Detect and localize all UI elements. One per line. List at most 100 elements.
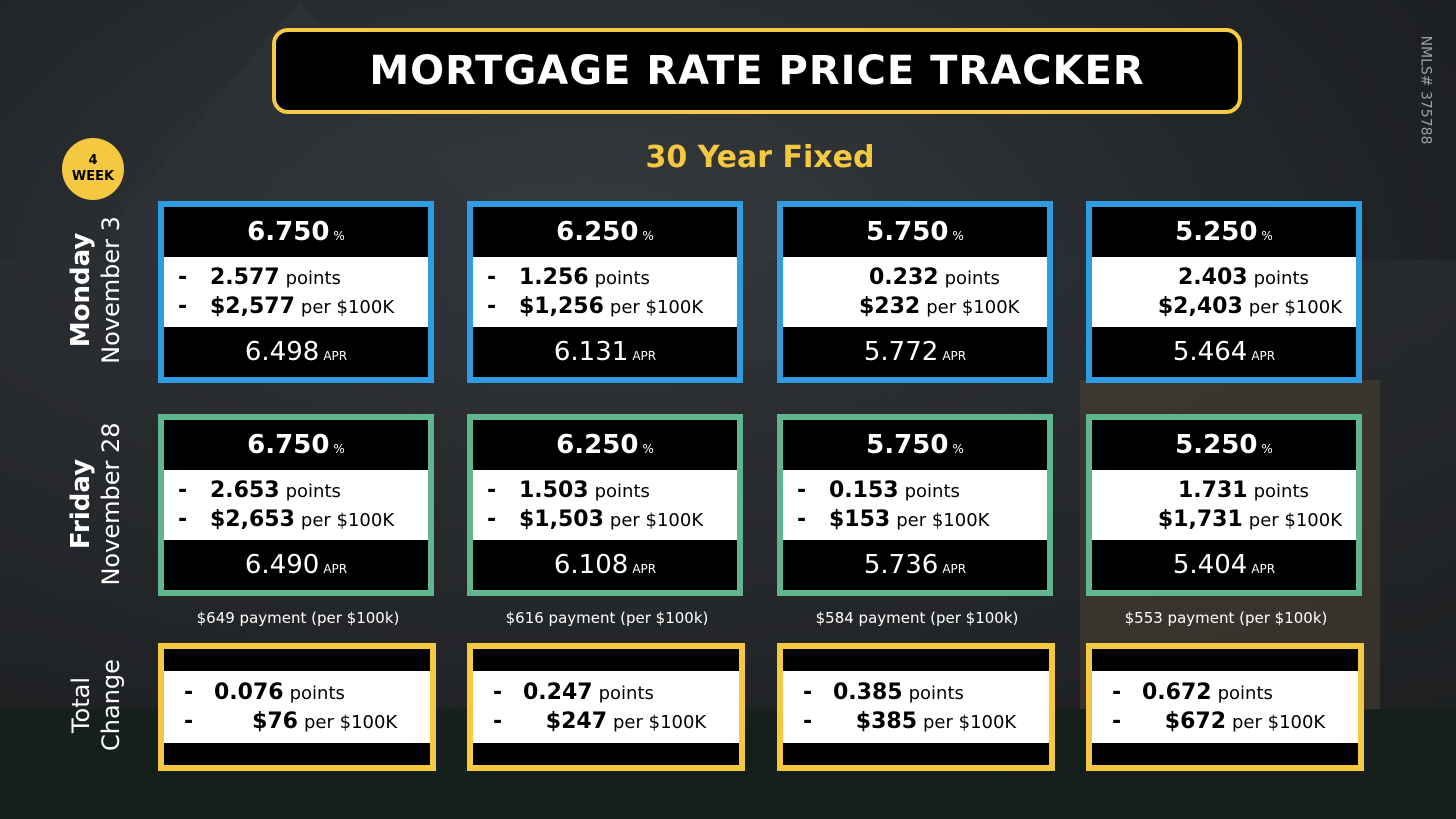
points-value: 0.672	[1142, 680, 1212, 705]
dollars-unit: per $100K	[613, 712, 707, 733]
dollars-value: $232	[859, 294, 921, 319]
dollars-unit: per $100K	[923, 712, 1017, 733]
percent-unit: %	[1261, 442, 1273, 456]
dollars-line: - $1,503 per $100K	[487, 507, 723, 532]
dollars-value: $2,653	[210, 507, 295, 532]
sign: -	[178, 265, 188, 290]
rate-header: 5.750%	[783, 207, 1047, 257]
total-change-panel: -0.076 points - $76 per $100K	[164, 671, 430, 743]
points-panel: -0.153 points - $153 per $100K	[783, 470, 1047, 540]
points-value: 1.503	[519, 478, 589, 503]
apr-value: 5.464	[1172, 337, 1248, 367]
points-value: 1.256	[519, 265, 589, 290]
loan-type-heading: 30 Year Fixed	[645, 140, 875, 175]
row-label-total-line1: Total	[67, 676, 95, 734]
apr-value: 6.490	[244, 550, 320, 580]
points-unit: points	[944, 268, 1000, 289]
sign: -	[1112, 680, 1122, 705]
points-unit: points	[594, 268, 650, 289]
percent-unit: %	[333, 442, 345, 456]
dollars-line: - $672 per $100K	[1112, 709, 1338, 734]
points-value: 2.577	[210, 265, 280, 290]
apr-footer: 6.490 APR	[164, 540, 428, 590]
rate-value: 5.250	[1175, 217, 1258, 247]
percent-unit: %	[642, 442, 654, 456]
apr-unit: APR	[323, 349, 348, 363]
apr-footer: 6.498 APR	[164, 327, 428, 377]
points-unit: points	[285, 481, 341, 502]
dollars-line: - $247 per $100K	[493, 709, 719, 734]
apr-unit: APR	[1251, 349, 1276, 363]
points-unit: points	[904, 481, 960, 502]
nmls-text: NMLS# 375788	[1417, 35, 1433, 145]
dollars-unit: per $100K	[1248, 297, 1342, 318]
points-panel: 2.403 points $2,403 per $100K	[1092, 257, 1356, 327]
points-line: -2.577 points	[178, 265, 414, 290]
week-badge: 4 WEEK	[62, 138, 124, 200]
dollars-line: - $76 per $100K	[184, 709, 410, 734]
dollars-unit: per $100K	[896, 510, 990, 531]
payment-note: $616 payment (per $100k)	[505, 609, 709, 627]
points-unit: points	[1253, 268, 1309, 289]
rate-value: 6.250	[556, 217, 639, 247]
points-unit: points	[598, 683, 654, 704]
points-line: -0.385 points	[803, 680, 1029, 705]
rate-header: 6.250%	[473, 420, 737, 470]
points-value: 0.385	[833, 680, 903, 705]
sign: -	[487, 478, 497, 503]
apr-unit: APR	[1251, 562, 1276, 576]
sign: -	[487, 507, 497, 532]
sign: -	[178, 294, 188, 319]
apr-footer: 5.772 APR	[783, 327, 1047, 377]
monday-rate-card: 5.750% 0.232 points $232 per $100K 5.772 APR	[777, 201, 1053, 383]
payment-note: $649 payment (per $100k)	[196, 609, 400, 627]
sign: -	[184, 709, 194, 734]
dollars-value: $1,503	[519, 507, 604, 532]
rate-value: 6.250	[556, 430, 639, 460]
points-panel: -2.577 points - $2,577 per $100K	[164, 257, 428, 327]
points-value: 2.653	[210, 478, 280, 503]
dollars-value: $672	[1164, 709, 1226, 734]
points-line: 2.403 points	[1106, 265, 1342, 290]
points-line: -0.076 points	[184, 680, 410, 705]
percent-unit: %	[952, 442, 964, 456]
friday-rate-card: 5.750% -0.153 points - $153 per $100K 5.736 APR	[777, 414, 1053, 596]
sign: -	[487, 265, 497, 290]
sign: -	[184, 680, 194, 705]
points-value: 0.153	[829, 478, 899, 503]
points-value: 0.232	[869, 265, 939, 290]
sign: -	[803, 680, 813, 705]
rate-value: 5.750	[866, 430, 949, 460]
row-label-monday: Monday November 3	[64, 190, 128, 390]
points-line: 1.731 points	[1106, 478, 1342, 503]
total-change-card: -0.076 points - $76 per $100K	[158, 643, 436, 771]
rate-header: 6.750%	[164, 420, 428, 470]
apr-unit: APR	[632, 349, 657, 363]
points-line: -0.247 points	[493, 680, 719, 705]
points-unit: points	[1217, 683, 1273, 704]
friday-rate-card: 6.750% -2.653 points - $2,653 per $100K 6.490 A…	[158, 414, 434, 596]
points-unit: points	[289, 683, 345, 704]
apr-unit: APR	[632, 562, 657, 576]
total-change-panel: -0.385 points - $385 per $100K	[783, 671, 1049, 743]
sign: -	[797, 478, 807, 503]
rate-header: 5.250%	[1092, 420, 1356, 470]
points-line: 0.232 points	[797, 265, 1033, 290]
sign: -	[487, 294, 497, 319]
total-change-card: -0.672 points - $672 per $100K	[1086, 643, 1364, 771]
percent-unit: %	[642, 229, 654, 243]
apr-footer: 6.108 APR	[473, 540, 737, 590]
dollars-line: $232 per $100K	[797, 294, 1033, 319]
dollars-unit: per $100K	[1248, 510, 1342, 531]
row-label-friday: Friday November 28	[64, 404, 128, 604]
apr-footer: 6.131 APR	[473, 327, 737, 377]
apr-unit: APR	[942, 562, 967, 576]
row-label-total-line2: Change	[97, 659, 125, 751]
points-panel: 0.232 points $232 per $100K	[783, 257, 1047, 327]
percent-unit: %	[333, 229, 345, 243]
sign: -	[803, 709, 813, 734]
rate-value: 6.750	[247, 217, 330, 247]
points-line: -0.153 points	[797, 478, 1033, 503]
dollars-line: - $2,653 per $100K	[178, 507, 414, 532]
points-panel: -2.653 points - $2,653 per $100K	[164, 470, 428, 540]
